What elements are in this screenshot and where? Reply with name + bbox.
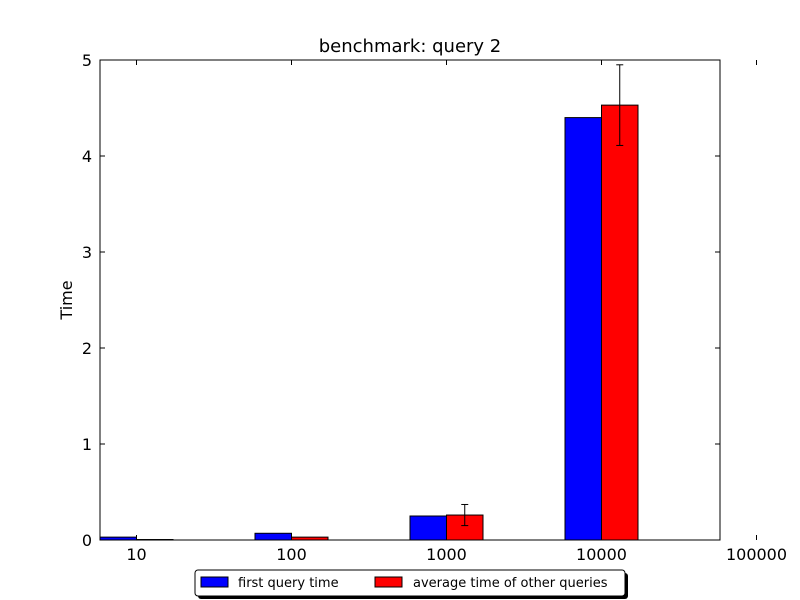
y-axis-ticks: 0 1 2 3 4 5	[82, 51, 720, 550]
legend-box	[194, 569, 626, 597]
legend-swatch-0	[200, 576, 229, 588]
bar-first-query-1000	[409, 515, 447, 541]
error-bar-10000	[616, 64, 624, 146]
error-bar-1000	[461, 503, 469, 527]
bar-first-query-10000	[564, 117, 602, 541]
plot-frame	[99, 59, 721, 541]
x-tick-label-1000: 1000	[426, 545, 467, 564]
error-bars-group	[461, 64, 624, 527]
legend-label-0: first query time	[238, 576, 339, 591]
y-tick-label: 3	[82, 243, 92, 262]
y-tick-label: 1	[82, 435, 92, 454]
y-tick-label: 0	[82, 531, 92, 550]
legend-swatch-1	[374, 576, 403, 588]
x-tick-label-10000: 10000	[576, 545, 627, 564]
y-axis-label: Time	[57, 280, 76, 320]
legend-label-1: average time of other queries	[413, 576, 608, 591]
legend: first query time average time of other qu…	[194, 569, 628, 599]
y-tick-label: 5	[82, 51, 92, 70]
y-tick-label: 4	[82, 147, 92, 166]
x-axis-ticks: 10 100 1000 10000 100000	[126, 60, 787, 564]
bar-average-other-10000	[601, 104, 639, 541]
y-tick-label: 2	[82, 339, 92, 358]
x-tick-label-100: 100	[276, 545, 307, 564]
x-tick-label-10: 10	[126, 545, 146, 564]
bars-group	[99, 104, 639, 541]
bar-first-query-100	[254, 532, 292, 541]
x-tick-label-100000: 100000	[726, 545, 787, 564]
chart-title: benchmark: query 2	[319, 36, 502, 57]
